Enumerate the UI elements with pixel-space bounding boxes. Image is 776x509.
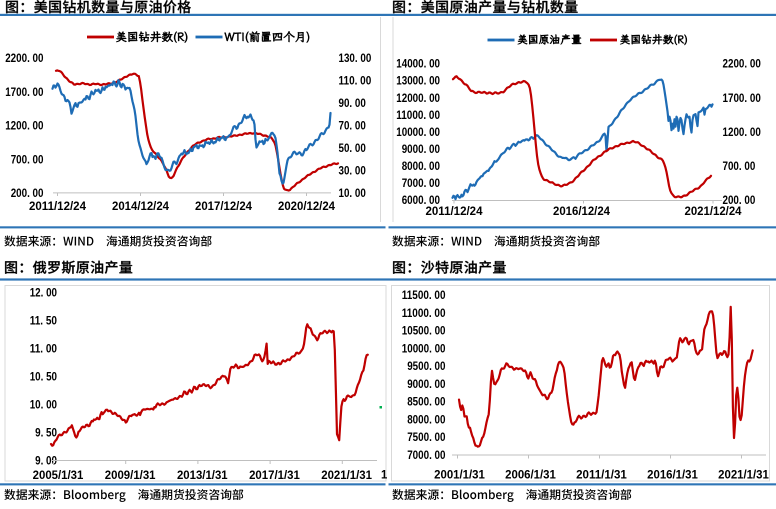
svg-text:12. 00: 12. 00 bbox=[30, 287, 58, 300]
svg-text:130. 00: 130. 00 bbox=[339, 52, 372, 65]
svg-text:2200. 00: 2200. 00 bbox=[723, 58, 762, 71]
svg-text:6000. 00: 6000. 00 bbox=[402, 194, 441, 207]
svg-text:2006/1/31: 2006/1/31 bbox=[505, 468, 556, 482]
svg-text:2011/1/31: 2011/1/31 bbox=[576, 468, 627, 482]
svg-text:2009/1/31: 2009/1/31 bbox=[105, 468, 156, 482]
svg-text:10. 00: 10. 00 bbox=[30, 399, 58, 412]
svg-text:2017/1/31: 2017/1/31 bbox=[249, 468, 300, 482]
svg-text:2021/1/31: 2021/1/31 bbox=[321, 468, 372, 482]
svg-text:2005/1/31: 2005/1/31 bbox=[33, 468, 84, 482]
svg-text:12000. 00: 12000. 00 bbox=[396, 92, 440, 105]
svg-text:7000. 00: 7000. 00 bbox=[407, 449, 446, 462]
svg-text:2011/12/24: 2011/12/24 bbox=[426, 204, 483, 218]
svg-text:1200. 00: 1200. 00 bbox=[5, 120, 44, 133]
svg-text:10. 50: 10. 50 bbox=[30, 371, 58, 384]
svg-text:8000. 00: 8000. 00 bbox=[407, 413, 446, 426]
svg-text:11. 00: 11. 00 bbox=[30, 343, 58, 356]
svg-text:10000. 00: 10000. 00 bbox=[396, 126, 440, 139]
svg-text:90. 00: 90. 00 bbox=[339, 97, 367, 110]
svg-text:2017/12/24: 2017/12/24 bbox=[195, 199, 252, 213]
svg-text:200. 00: 200. 00 bbox=[723, 194, 756, 207]
svg-text:10000. 00: 10000. 00 bbox=[402, 342, 446, 355]
svg-text:9. 50: 9. 50 bbox=[35, 427, 57, 440]
svg-text:1700. 00: 1700. 00 bbox=[5, 86, 44, 99]
svg-text:2021/12/24: 2021/12/24 bbox=[685, 204, 742, 218]
svg-text:11000. 00: 11000. 00 bbox=[396, 109, 440, 122]
svg-text:1: 1 bbox=[381, 468, 388, 482]
svg-text:2016/12/24: 2016/12/24 bbox=[553, 204, 610, 218]
svg-text:9000. 00: 9000. 00 bbox=[402, 143, 441, 156]
svg-text:2016/1/31: 2016/1/31 bbox=[647, 468, 698, 482]
svg-text:13000. 00: 13000. 00 bbox=[396, 75, 440, 88]
svg-text:2001/1/31: 2001/1/31 bbox=[434, 468, 485, 482]
svg-text:11000. 00: 11000. 00 bbox=[402, 307, 446, 320]
svg-text:70. 00: 70. 00 bbox=[339, 120, 367, 133]
svg-text:2011/12/24: 2011/12/24 bbox=[29, 199, 86, 213]
svg-text:110. 00: 110. 00 bbox=[339, 75, 372, 88]
svg-text:7500. 00: 7500. 00 bbox=[407, 431, 446, 444]
svg-text:700. 00: 700. 00 bbox=[723, 160, 756, 173]
svg-text:9000. 00: 9000. 00 bbox=[407, 378, 446, 391]
svg-text:700. 00: 700. 00 bbox=[11, 153, 44, 166]
svg-text:8500. 00: 8500. 00 bbox=[407, 396, 446, 409]
svg-text:2020/12/24: 2020/12/24 bbox=[278, 199, 335, 213]
svg-text:10. 00: 10. 00 bbox=[339, 187, 367, 200]
svg-text:8000. 00: 8000. 00 bbox=[402, 160, 441, 173]
svg-text:1200. 00: 1200. 00 bbox=[723, 126, 762, 139]
svg-text:10500. 00: 10500. 00 bbox=[402, 325, 446, 338]
svg-text:50. 00: 50. 00 bbox=[339, 142, 367, 155]
svg-text:2200. 00: 2200. 00 bbox=[5, 52, 44, 65]
svg-text:11. 50: 11. 50 bbox=[30, 315, 58, 328]
svg-text:30. 00: 30. 00 bbox=[339, 165, 367, 178]
svg-text:7000. 00: 7000. 00 bbox=[402, 177, 441, 190]
svg-text:11500. 00: 11500. 00 bbox=[402, 289, 446, 302]
svg-text:2013/1/31: 2013/1/31 bbox=[177, 468, 228, 482]
svg-text:2021/1/31: 2021/1/31 bbox=[718, 468, 769, 482]
svg-text:1700. 00: 1700. 00 bbox=[723, 92, 762, 105]
svg-text:9500. 00: 9500. 00 bbox=[407, 360, 446, 373]
svg-text:2014/12/24: 2014/12/24 bbox=[112, 199, 169, 213]
svg-text:14000. 00: 14000. 00 bbox=[396, 58, 440, 71]
svg-text:200. 00: 200. 00 bbox=[11, 187, 44, 200]
svg-text:9. 00: 9. 00 bbox=[35, 455, 57, 468]
